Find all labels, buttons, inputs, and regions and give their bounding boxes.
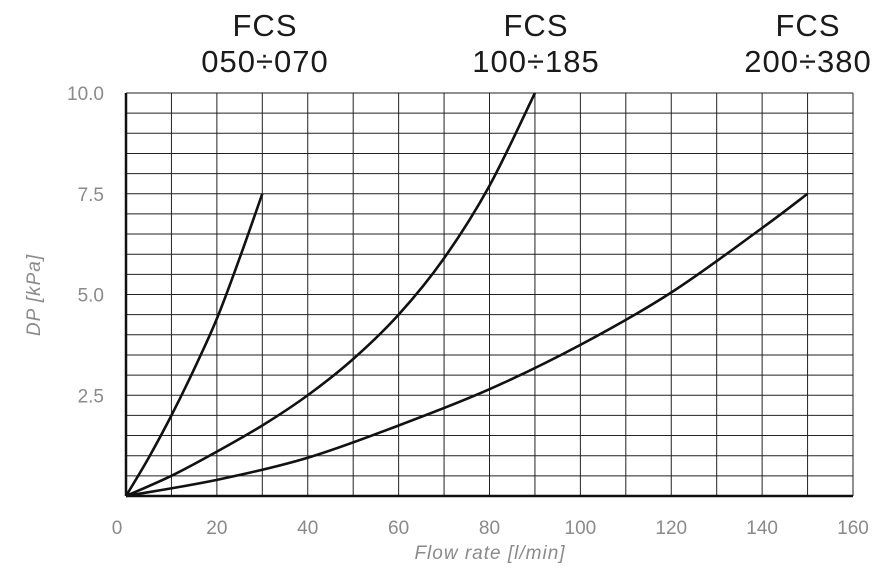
x-tick-label: 120 bbox=[655, 518, 687, 539]
y-axis-title: DP [kPa] bbox=[24, 254, 45, 336]
series-label-line2: 100÷185 bbox=[472, 44, 599, 79]
x-tick-label: 60 bbox=[388, 518, 409, 539]
x-tick-label: 140 bbox=[746, 518, 778, 539]
y-tick-label: 7.5 bbox=[78, 185, 104, 206]
y-tick-label: 5.0 bbox=[78, 286, 104, 307]
x-tick-label: 100 bbox=[565, 518, 597, 539]
axes bbox=[124, 93, 853, 498]
tick-labels: 0 20 40 60 80 100 120 140 160 2.5 5.0 7.5 10.0 bbox=[67, 84, 869, 539]
series-curves bbox=[124, 92, 809, 498]
grid-lines bbox=[126, 92, 854, 496]
y-tick-label: 10.0 bbox=[67, 84, 104, 105]
x-tick-label: 40 bbox=[297, 518, 318, 539]
x-axis-title: Flow rate [l/min] bbox=[414, 543, 565, 564]
series-line-3 bbox=[125, 192, 809, 498]
x-tick-label: 160 bbox=[837, 518, 869, 539]
x-tick-label: 80 bbox=[479, 518, 500, 539]
y-tick-label: 2.5 bbox=[78, 386, 104, 407]
series-line-2 bbox=[125, 92, 537, 498]
series-label-line2: 050÷070 bbox=[201, 44, 328, 79]
x-tick-label: 0 bbox=[112, 518, 123, 539]
series-label-line1: FCS bbox=[776, 8, 841, 43]
series-line-1 bbox=[124, 193, 264, 497]
series-label-line1: FCS bbox=[233, 8, 298, 43]
series-label-line1: FCS bbox=[504, 8, 569, 43]
series-label-line2: 200÷380 bbox=[744, 44, 871, 79]
x-tick-label: 20 bbox=[206, 518, 227, 539]
